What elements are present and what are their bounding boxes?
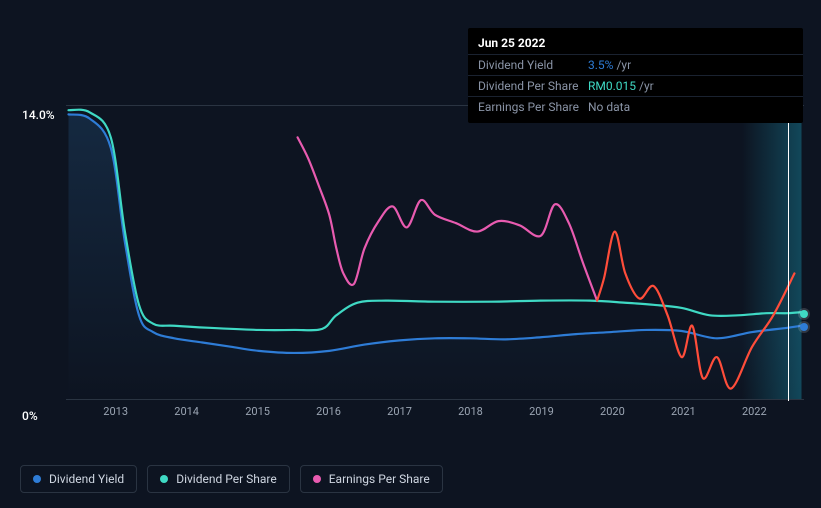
tooltip-row: Earnings Per ShareNo data — [468, 96, 803, 117]
legend-label: Earnings Per Share — [329, 472, 430, 486]
series-line-dividend_yield — [69, 114, 802, 353]
series-end-cap-dividend_per_share — [800, 310, 808, 318]
x-tick-label: 2019 — [529, 405, 554, 418]
legend-dot-icon — [33, 475, 41, 483]
legend-item[interactable]: Earnings Per Share — [300, 465, 443, 493]
x-axis-ticks: 2013 2014 2015 2016 2017 2018 2019 2020 2021 2022 — [66, 405, 804, 425]
x-tick-label: 2022 — [742, 405, 767, 418]
tooltip-row-label: Dividend Yield — [478, 58, 588, 72]
legend-item[interactable]: Dividend Per Share — [147, 465, 290, 493]
legend: Dividend Yield Dividend Per Share Earnings… — [20, 465, 443, 493]
x-tick-label: 2021 — [671, 405, 696, 418]
series-line-earnings_per_share — [298, 137, 598, 300]
x-tick-label: 2014 — [174, 405, 199, 418]
tooltip-date: Jun 25 2022 — [468, 34, 803, 54]
tooltip-row-label: Earnings Per Share — [478, 100, 588, 114]
legend-label: Dividend Yield — [49, 472, 124, 486]
tooltip-row-label: Dividend Per Share — [478, 79, 588, 93]
legend-label: Dividend Per Share — [176, 472, 277, 486]
legend-dot-icon — [313, 475, 321, 483]
tooltip-row-suffix: /yr — [639, 79, 654, 93]
x-tick-label: 2020 — [600, 405, 625, 418]
plot-area[interactable]: Past — [66, 105, 804, 400]
crosshair-line — [788, 106, 789, 401]
tooltip-row-suffix: /yr — [616, 58, 631, 72]
x-tick-label: 2017 — [387, 405, 412, 418]
series-end-cap-dividend_yield — [800, 323, 808, 331]
x-tick-label: 2018 — [458, 405, 483, 418]
tooltip-row-value: RM0.015 — [588, 79, 636, 93]
tooltip-row-value: No data — [588, 100, 630, 114]
tooltip-rows: Dividend Yield3.5%/yrDividend Per ShareR… — [468, 54, 803, 117]
tooltip-row-value: 3.5% — [588, 58, 613, 72]
x-tick-label: 2015 — [245, 405, 270, 418]
chart-svg — [66, 106, 804, 399]
chart-container: Past 2013 2014 2015 2016 2017 2018 2019 2020 202… — [20, 105, 804, 425]
series-line-dividend_per_share — [69, 110, 802, 331]
legend-item[interactable]: Dividend Yield — [20, 465, 137, 493]
tooltip-row: Dividend Yield3.5%/yr — [468, 54, 803, 75]
legend-dot-icon — [160, 475, 168, 483]
x-tick-label: 2016 — [316, 405, 341, 418]
tooltip-row: Dividend Per ShareRM0.015/yr — [468, 75, 803, 96]
chart-tooltip: Jun 25 2022 Dividend Yield3.5%/yrDividen… — [468, 28, 803, 123]
x-tick-label: 2013 — [103, 405, 128, 418]
